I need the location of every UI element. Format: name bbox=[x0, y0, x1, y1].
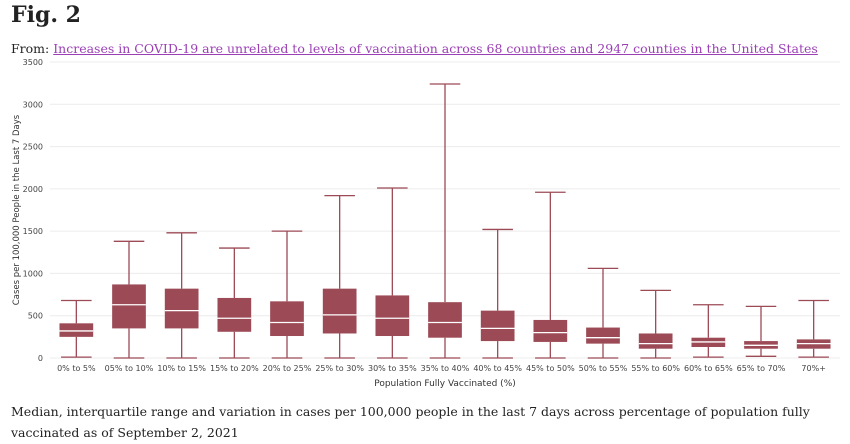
box-iqr bbox=[428, 302, 462, 338]
x-tick-label: 20% to 25% bbox=[263, 364, 312, 373]
source-line: From: Increases in COVID-19 are unrelate… bbox=[11, 41, 818, 56]
box-iqr bbox=[375, 295, 410, 337]
y-tick-label: 3500 bbox=[23, 58, 43, 67]
x-tick-label: 40% to 45% bbox=[473, 364, 522, 373]
x-tick-label: 10% to 15% bbox=[157, 364, 206, 373]
y-tick-label: 1000 bbox=[23, 269, 43, 278]
x-tick-label: 15% to 20% bbox=[210, 364, 259, 373]
y-axis-label: Cases per 100,000 People in the Last 7 D… bbox=[12, 114, 22, 305]
box-iqr bbox=[638, 333, 673, 349]
box-iqr bbox=[270, 301, 304, 337]
x-tick-label: 25% to 30% bbox=[315, 364, 364, 373]
figure-label: Fig. 2 bbox=[11, 2, 81, 28]
x-axis-label: Population Fully Vaccinated (%) bbox=[374, 379, 516, 389]
x-tick-label: 60% to 65% bbox=[684, 364, 733, 373]
y-tick-label: 2500 bbox=[23, 143, 43, 152]
y-tick-label: 1500 bbox=[23, 227, 43, 236]
x-tick-label: 65% to 70% bbox=[737, 364, 786, 373]
box-iqr bbox=[586, 327, 620, 344]
x-tick-label: 05% to 10% bbox=[105, 364, 154, 373]
box-iqr bbox=[112, 284, 146, 329]
x-tick-label: 70%+ bbox=[801, 364, 825, 373]
box-iqr bbox=[217, 297, 252, 332]
figure-caption: Median, interquartile range and variatio… bbox=[11, 404, 810, 440]
box-iqr bbox=[164, 288, 199, 329]
from-prefix: From: bbox=[11, 41, 50, 56]
y-tick-label: 2000 bbox=[23, 185, 43, 194]
x-tick-label: 55% to 60% bbox=[631, 364, 680, 373]
source-article-link[interactable]: Increases in COVID-19 are unrelated to l… bbox=[53, 41, 818, 56]
y-tick-label: 3000 bbox=[23, 100, 43, 109]
box-iqr bbox=[59, 323, 94, 337]
x-tick-label: 35% to 40% bbox=[421, 364, 470, 373]
x-tick-label: 45% to 50% bbox=[526, 364, 575, 373]
box-iqr bbox=[533, 319, 568, 342]
x-tick-label: 30% to 35% bbox=[368, 364, 417, 373]
y-tick-label: 0 bbox=[38, 354, 43, 363]
box-iqr bbox=[322, 288, 357, 334]
y-tick-label: 500 bbox=[28, 312, 43, 321]
boxplot-chart: 0 500 1000 1500 2000 2500 3000 3500 Cases per 10… bbox=[12, 58, 840, 389]
x-tick-label: 0% to 5% bbox=[57, 364, 96, 373]
box-iqr bbox=[480, 310, 515, 342]
x-tick-label: 50% to 55% bbox=[579, 364, 628, 373]
